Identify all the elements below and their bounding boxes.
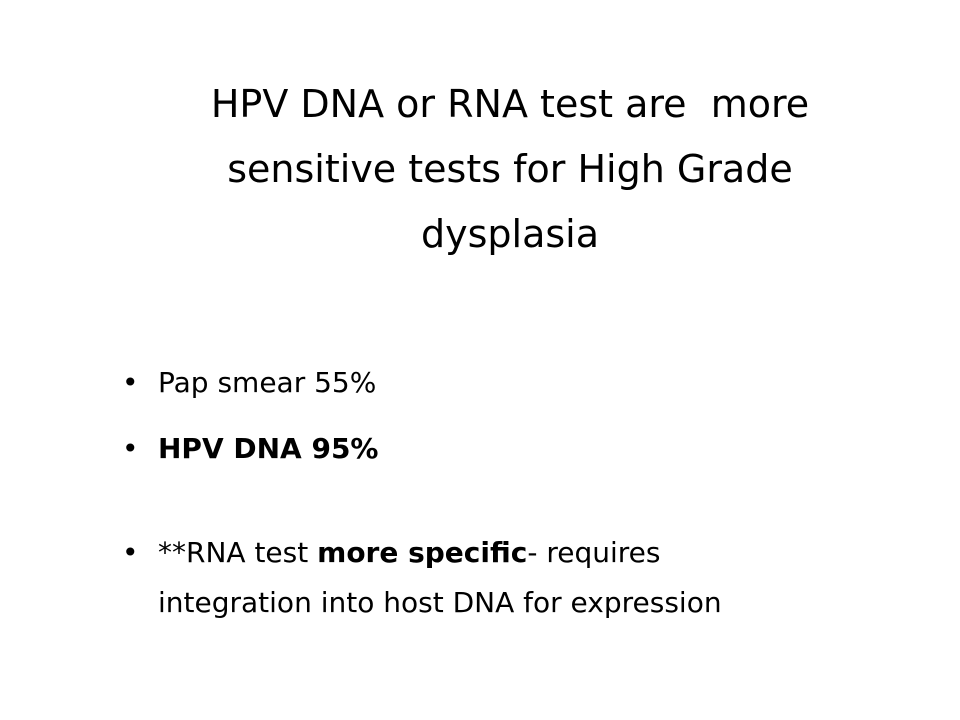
bullet-line: Pap smear 55%: [158, 358, 918, 408]
bullet-dot: •: [122, 432, 139, 465]
bullet-line: HPV DNA 95%: [158, 424, 918, 474]
title-line: dysplasia: [420, 212, 599, 256]
text-run: **RNA test: [158, 536, 318, 569]
text-run: integration into host DNA for expression: [158, 586, 722, 619]
bullet-item: • HPV DNA 95%: [118, 424, 918, 474]
bullet-item: • Pap smear 55%: [118, 358, 918, 408]
text-run: Pap smear 55%: [158, 366, 377, 399]
bullet-dot: •: [122, 536, 139, 569]
text-run: HPV DNA 95%: [158, 432, 379, 465]
bullet-line: **RNA test more specific- requires: [158, 528, 918, 578]
title-line: sensitive tests for High Grade: [227, 147, 793, 191]
text-run: more specific: [317, 536, 528, 569]
bullet-list: • Pap smear 55% • HPV DNA 95% • **RNA test mo…: [118, 358, 918, 644]
bullet-dot: •: [122, 366, 139, 399]
bullet-item: • **RNA test more specific- requires integ…: [118, 528, 918, 628]
title-line: HPV DNA or RNA test are more: [210, 82, 810, 126]
text-run: - requires: [527, 536, 661, 569]
bullet-line: integration into host DNA for expression: [158, 578, 918, 628]
slide-title: HPV DNA or RNA test are more sensitive te…: [120, 72, 900, 267]
